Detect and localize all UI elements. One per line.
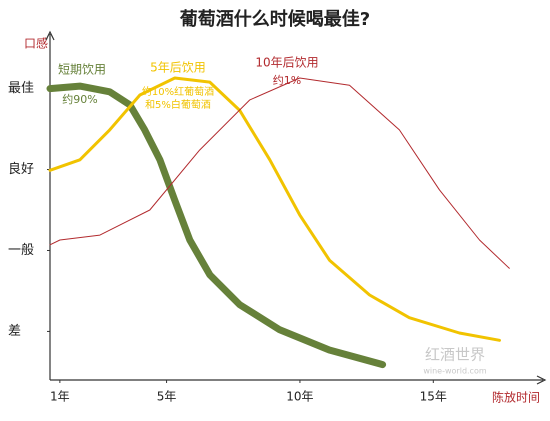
y-tick-label: 最佳 (8, 81, 34, 96)
x-tick-label: 15年 (420, 390, 447, 404)
y-axis-arrow (45, 30, 55, 41)
x-tick-label: 5年 (157, 390, 177, 404)
watermark-url: wine-world.com (423, 367, 487, 376)
x-axis-label: 陈放时间 (492, 390, 540, 405)
y-tick-label: 一般 (8, 242, 34, 258)
series-label: 5年后饮用 (150, 61, 206, 75)
series-label: 10年后饮用 (255, 56, 318, 70)
x-tick-label: 1年 (50, 390, 70, 404)
chart-title: 葡萄酒什么时候喝最佳? (179, 8, 370, 30)
watermark: 红酒世界 (425, 346, 485, 364)
x-tick-label: 10年 (286, 390, 313, 404)
series-note: 和5%白葡萄酒 (145, 98, 211, 111)
series-note: 约90% (62, 93, 97, 106)
x-axis-arrow (536, 375, 547, 385)
series-line (46, 82, 387, 369)
y-tick-label: 差 (8, 324, 21, 339)
y-tick-label: 良好 (8, 161, 34, 177)
series-line (48, 76, 501, 342)
series-note: 约10%红葡萄酒 (142, 85, 214, 98)
series-note: 约1% (273, 74, 301, 87)
series-line (49, 77, 510, 269)
series-label: 短期饮用 (58, 63, 106, 77)
y-axis-label: 口感 (24, 36, 48, 51)
